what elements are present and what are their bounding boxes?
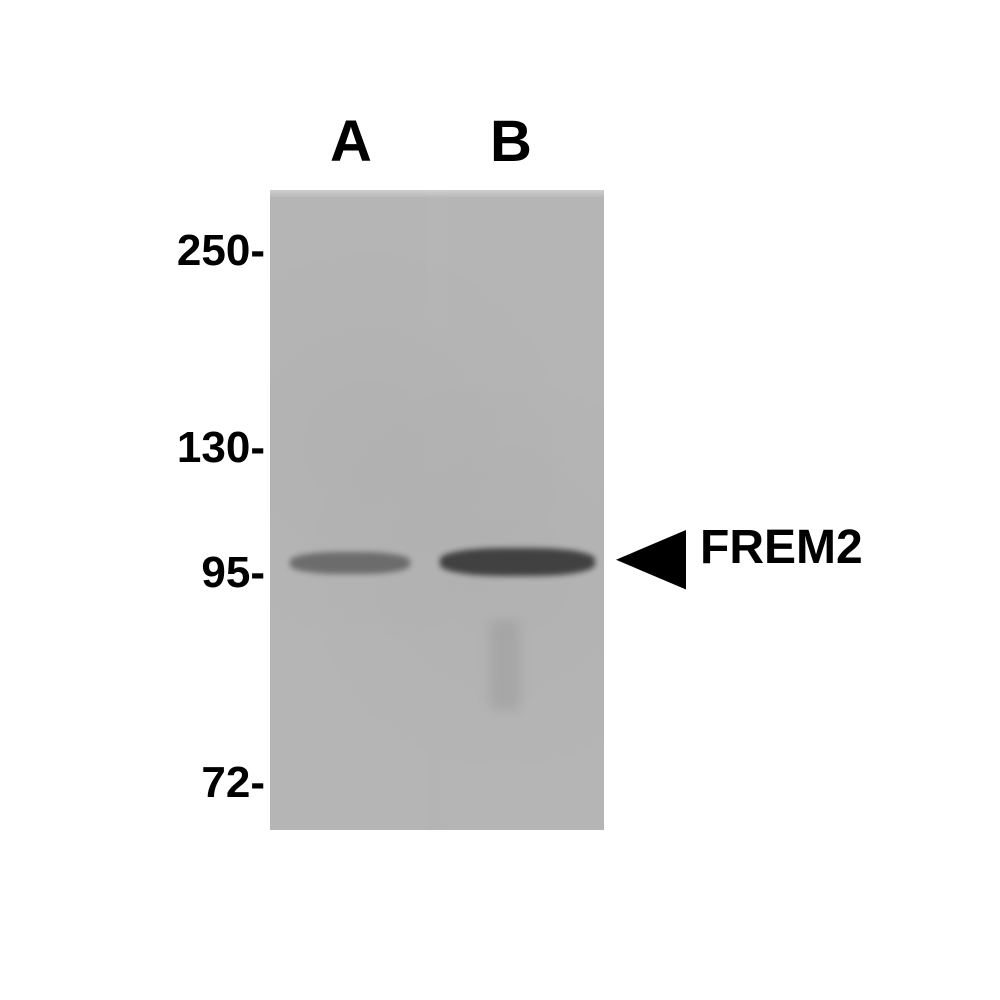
blot-top-edge [270, 190, 604, 198]
marker-label: 250- [177, 226, 265, 276]
lane-label-b: B [490, 108, 532, 175]
lane-divider [427, 190, 447, 830]
marker-label: 130- [177, 423, 265, 473]
target-arrow-icon [616, 530, 686, 590]
western-blot-figure: A B 250- 130- 95- 72- FREM2 [0, 0, 1000, 1000]
lane-label-a: A [330, 108, 372, 175]
blot-smear [490, 620, 520, 710]
marker-label: 72- [201, 758, 265, 808]
band-lane-b [440, 548, 595, 576]
band-lane-a [290, 552, 410, 574]
marker-label: 95- [201, 548, 265, 598]
target-protein-label: FREM2 [700, 520, 863, 575]
